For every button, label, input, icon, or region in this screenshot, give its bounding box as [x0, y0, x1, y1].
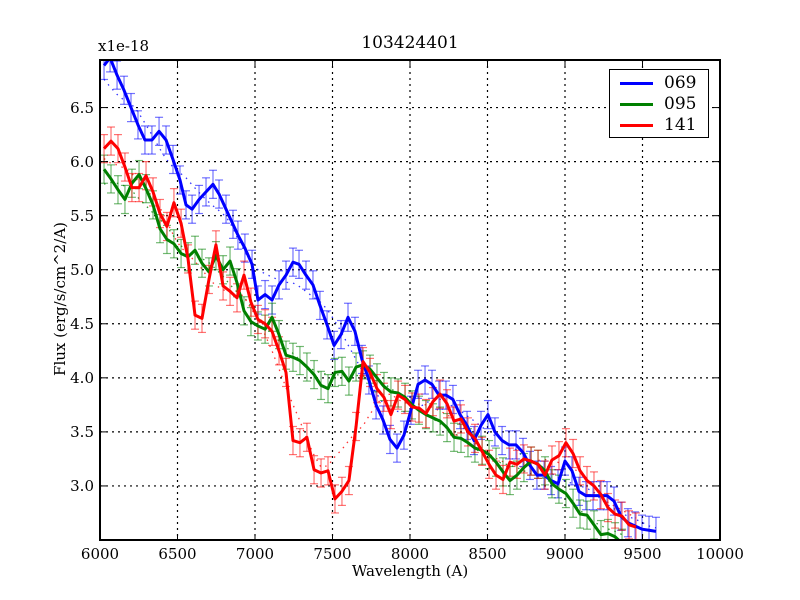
- legend-label: 141: [664, 115, 697, 135]
- x-axis-label: Wavelength (A): [351, 562, 469, 580]
- y-tick-label: 5.5: [70, 206, 94, 225]
- legend-label: 069: [664, 73, 697, 93]
- legend-label: 095: [664, 94, 697, 114]
- x-tick-label: 10000: [696, 545, 744, 563]
- series-lines: [102, 60, 657, 540]
- grid-lines: [100, 60, 720, 540]
- y-tick-label: 3.5: [70, 422, 94, 441]
- x-tick-label: 6000: [80, 545, 120, 563]
- y-tick-label: 6.5: [70, 98, 94, 117]
- x-tick-label: 9000: [545, 545, 585, 563]
- x-tick-label: 7000: [235, 545, 275, 563]
- legend-item-095: 095: [610, 93, 708, 115]
- x-tick-label: 8000: [390, 545, 430, 563]
- y-tick-label: 4.5: [70, 314, 94, 333]
- chart-title: 103424401: [361, 33, 459, 53]
- legend-item-069: 069: [610, 72, 708, 94]
- y-tick-label: 3.0: [70, 476, 94, 495]
- y-axis-offset-label: x1e-18: [98, 37, 150, 55]
- legend-swatch-red: [620, 124, 653, 127]
- legend-swatch-blue: [620, 82, 653, 85]
- model-lines: [103, 78, 657, 536]
- y-tick-label: 4.0: [70, 368, 94, 387]
- legend: 069 095 141: [609, 69, 709, 138]
- legend-swatch-green: [620, 103, 653, 106]
- x-tick-label: 6500: [158, 545, 197, 563]
- x-tick-label: 7500: [313, 545, 352, 563]
- y-tick-label: 5.0: [70, 260, 94, 279]
- y-tick-label: 6.0: [70, 152, 94, 171]
- axis-tick-marks: [99, 60, 721, 540]
- x-tick-label: 8500: [468, 545, 507, 563]
- x-tick-label: 9500: [623, 545, 662, 563]
- legend-item-141: 141: [610, 114, 708, 136]
